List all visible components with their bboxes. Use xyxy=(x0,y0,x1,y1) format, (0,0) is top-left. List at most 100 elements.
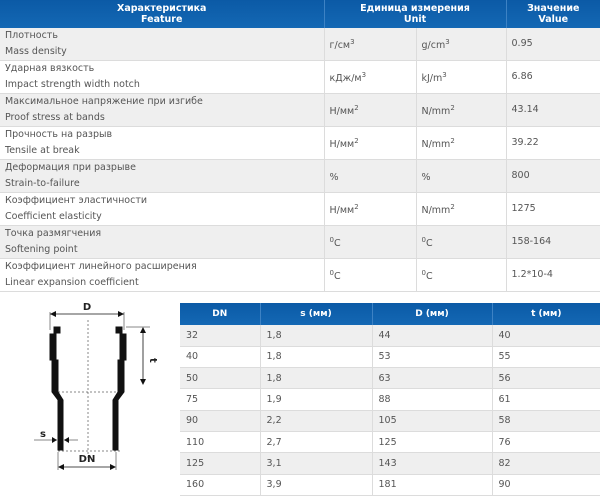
feature-en: Mass density xyxy=(5,46,67,57)
table-row: Коэффициент линейного расширения Linear e… xyxy=(0,258,600,292)
unit-en: % xyxy=(421,172,431,184)
unit-ru-sup: 0 xyxy=(329,235,334,244)
feature-ru: Прочность на разрыв xyxy=(5,129,113,140)
feature-ru: Коэффициент линейного расширения xyxy=(5,261,197,272)
table-row: 110 2,7 125 76 xyxy=(180,431,600,454)
properties-table: Характеристика Feature Единица измерения U… xyxy=(0,0,600,292)
unit-ru-cell: 0C xyxy=(324,225,417,259)
header-text: Feature xyxy=(141,14,183,25)
feature-cell: Прочность на разрыв Tensile at break xyxy=(0,126,325,160)
unit-ru-sup: 2 xyxy=(354,136,359,145)
unit-en-cell: % xyxy=(416,159,507,193)
unit-en: N/mm xyxy=(421,139,451,151)
dims-cell: 105 xyxy=(372,410,493,432)
unit-ru-cell: Н/мм2 xyxy=(324,192,417,226)
header-text: Значение xyxy=(527,3,580,14)
dims-cell: 1,9 xyxy=(260,388,373,411)
unit-en-sup: 0 xyxy=(421,235,426,244)
header-text: Характеристика xyxy=(117,3,207,14)
unit-ru-sup: 3 xyxy=(361,70,367,79)
header-text: Unit xyxy=(403,14,427,25)
unit-en-sup: 0 xyxy=(421,268,426,277)
header-dn: DN xyxy=(180,303,261,325)
dims-cell: 61 xyxy=(492,388,600,411)
value-cell: 6.86 xyxy=(506,60,600,94)
dims-cell: 58 xyxy=(492,410,600,432)
feature-ru: Точка размягчения xyxy=(5,228,102,239)
table-row: Точка размягчения Softening point 0C 0C 1… xyxy=(0,225,600,259)
label-t: t xyxy=(147,358,158,363)
table-row: Ударная вязкость Impact strength width no… xyxy=(0,60,600,94)
dims-cell: 110 xyxy=(180,431,261,454)
feature-en: Linear expansion coefficient xyxy=(5,277,139,288)
unit-en-sup: 2 xyxy=(450,103,455,112)
unit-en-cell: N/mm2 xyxy=(416,93,507,127)
dims-cell: 55 xyxy=(492,346,600,369)
value-cell: 158-164 xyxy=(506,225,600,259)
table-row: Максимальное напряжение при изгибе Proof … xyxy=(0,93,600,127)
dims-cell: 3,1 xyxy=(260,452,373,475)
unit-ru-cell: Н/мм2 xyxy=(324,126,417,160)
dims-cell: 160 xyxy=(180,474,261,496)
table-row: Плотность Mass density г/см3 g/cm3 0.95 xyxy=(0,28,600,61)
unit-en-cell: g/cm3 xyxy=(416,28,507,61)
dims-cell: 2,2 xyxy=(260,410,373,432)
table-row: 32 1,8 44 40 xyxy=(180,325,600,347)
dims-cell: 40 xyxy=(180,346,261,369)
unit-ru-cell: % xyxy=(324,159,417,193)
header-s: s (мм) xyxy=(260,303,373,325)
unit-ru: кДж/м xyxy=(329,73,362,85)
dims-cell: 88 xyxy=(372,388,493,411)
table-row: Деформация при разрыве Strain-to-failure … xyxy=(0,159,600,193)
value-cell: 39.22 xyxy=(506,126,600,160)
dims-cell: 50 xyxy=(180,367,261,390)
table-row: 40 1,8 53 55 xyxy=(180,346,600,369)
dims-cell: 1,8 xyxy=(260,367,373,390)
unit-ru-sup: 2 xyxy=(354,103,359,112)
header-feature: Характеристика Feature xyxy=(0,0,325,28)
unit-ru-cell: г/см3 xyxy=(324,28,417,61)
feature-en: Tensile at break xyxy=(5,145,80,156)
feature-cell: Ударная вязкость Impact strength width no… xyxy=(0,60,325,94)
unit-en-sup: 3 xyxy=(445,37,450,46)
header-value: Значение Value xyxy=(506,0,600,28)
feature-ru: Плотность xyxy=(5,30,58,41)
table-row: Прочность на разрыв Tensile at break Н/мм… xyxy=(0,126,600,160)
feature-cell: Деформация при разрыве Strain-to-failure xyxy=(0,159,325,193)
dims-cell: 53 xyxy=(372,346,493,369)
feature-cell: Максимальное напряжение при изгибе Proof … xyxy=(0,93,325,127)
feature-ru: Ударная вязкость xyxy=(5,63,95,74)
pipe-socket-diagram: D t s DN xyxy=(34,302,158,470)
dims-cell: 44 xyxy=(372,325,493,347)
unit-en-cell: 0C xyxy=(416,258,507,292)
dims-cell: 3,9 xyxy=(260,474,373,496)
unit-ru: г/см xyxy=(329,40,351,52)
table-row: 160 3,9 181 90 xyxy=(180,474,600,496)
label-s: s xyxy=(40,429,46,440)
table-row: Коэффициент эластичности Coefficient elas… xyxy=(0,192,600,226)
unit-ru: % xyxy=(329,172,339,184)
unit-en: C xyxy=(425,238,433,250)
feature-en: Softening point xyxy=(5,244,78,255)
dims-cell: 82 xyxy=(492,452,600,475)
feature-en: Impact strength width notch xyxy=(5,79,140,90)
value-cell: 800 xyxy=(506,159,600,193)
dims-cell: 40 xyxy=(492,325,600,347)
value-cell: 1.2*10-4 xyxy=(506,258,600,292)
dims-cell: 56 xyxy=(492,367,600,390)
dims-cell: 63 xyxy=(372,367,493,390)
dims-cell: 90 xyxy=(180,410,261,432)
dims-cell: 143 xyxy=(372,452,493,475)
unit-en: kJ/m xyxy=(421,73,443,85)
value-cell: 0.95 xyxy=(506,28,600,61)
unit-ru: Н/мм xyxy=(329,139,355,151)
unit-en: g/cm xyxy=(421,40,446,52)
header-text: Value xyxy=(538,14,569,25)
table-row: 125 3,1 143 82 xyxy=(180,452,600,475)
table-row: 75 1,9 88 61 xyxy=(180,388,600,411)
table-row: 90 2,2 105 58 xyxy=(180,410,600,432)
header-d: D (мм) xyxy=(372,303,493,325)
unit-ru-cell: кДж/м3 xyxy=(324,60,417,94)
unit-en-sup: 2 xyxy=(450,202,455,211)
dims-cell: 76 xyxy=(492,431,600,454)
